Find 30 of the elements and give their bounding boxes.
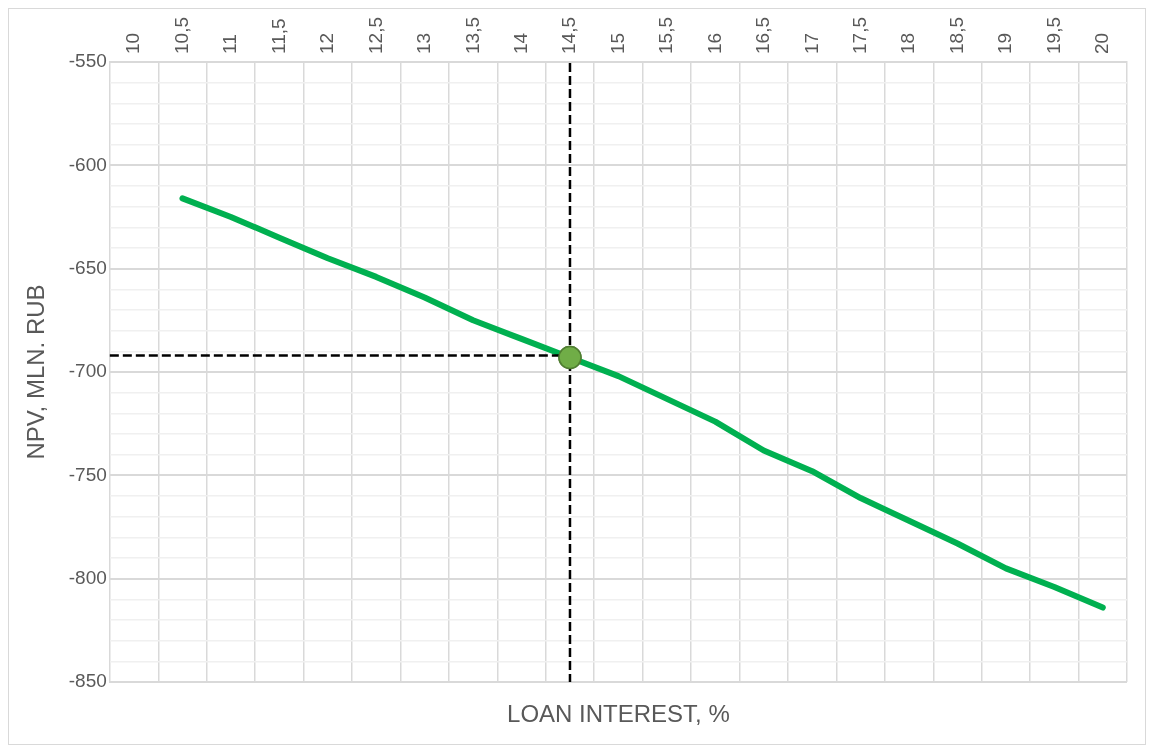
y-tick-label: -750 xyxy=(68,463,107,485)
x-tick-label: 17,5 xyxy=(849,17,871,54)
y-tick-label: -550 xyxy=(68,50,107,72)
x-tick-label: 12 xyxy=(316,32,338,54)
y-tick-label: -600 xyxy=(68,153,107,175)
x-tick-label: 15 xyxy=(606,32,628,54)
x-tick-label: 19,5 xyxy=(1042,17,1064,54)
x-tick-label: 10 xyxy=(122,32,144,54)
x-tick-label: 11 xyxy=(219,34,241,54)
x-tick-label: 15,5 xyxy=(655,17,677,54)
x-tick-label: 20 xyxy=(1091,32,1113,54)
x-tick-label: 18 xyxy=(897,32,919,54)
y-tick-label: -800 xyxy=(68,566,107,588)
x-tick-label: 11,5 xyxy=(267,18,289,54)
y-tick-label: -700 xyxy=(68,360,107,382)
x-tick-label: 14 xyxy=(509,32,531,54)
y-tick-label: -850 xyxy=(68,670,107,692)
x-tick-label: 10,5 xyxy=(170,17,192,54)
x-tick-label: 12,5 xyxy=(364,17,386,54)
y-tick-label: -650 xyxy=(68,256,107,278)
x-tick-label: 17 xyxy=(800,32,822,54)
x-tick-label: 13 xyxy=(413,32,435,54)
x-tick-label: 14,5 xyxy=(558,17,580,54)
x-tick-label: 18,5 xyxy=(945,17,967,54)
x-axis-title: LOAN INTEREST, % xyxy=(507,700,730,727)
y-axis-title: NPV, MLN. RUB xyxy=(22,284,50,460)
x-tick-label: 13,5 xyxy=(461,17,483,54)
x-tick-label: 16 xyxy=(703,32,725,54)
x-tick-label: 19 xyxy=(994,32,1016,54)
x-tick-label: 16,5 xyxy=(752,17,774,54)
